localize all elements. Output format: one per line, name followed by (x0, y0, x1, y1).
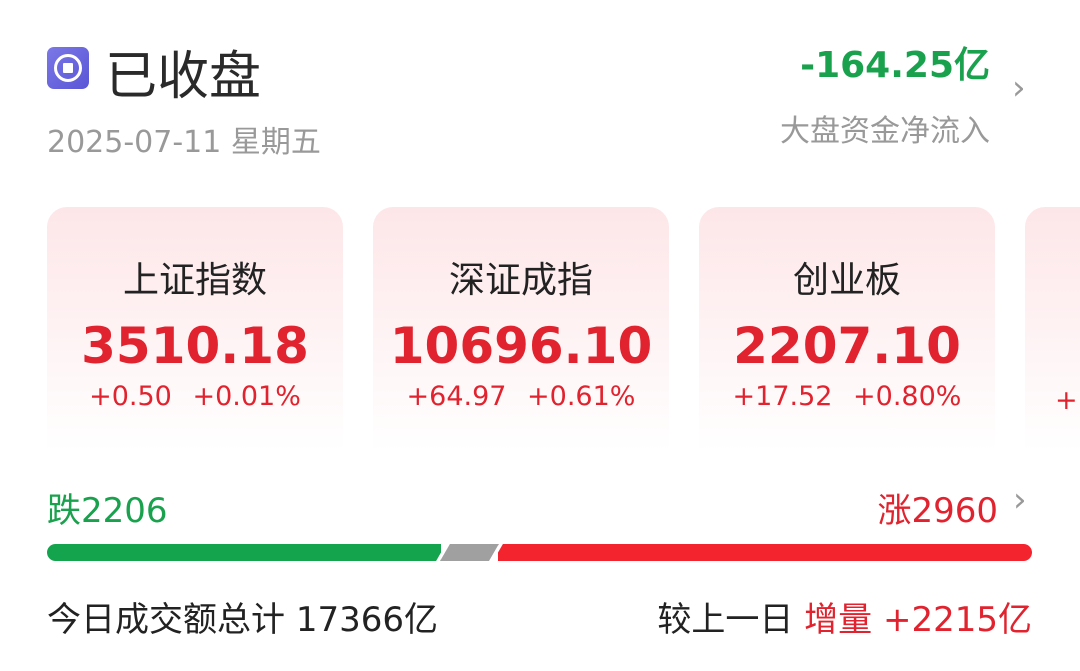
chevron-right-icon[interactable]: › (1013, 480, 1027, 520)
index-change: +64.97 (406, 381, 507, 412)
breadth-bar (47, 544, 1032, 561)
index-name: 深证成指 (448, 260, 593, 301)
market-status: 已收盘 (105, 47, 262, 107)
index-value: 2207.10 (733, 317, 961, 375)
fall-segment (47, 544, 441, 561)
index-change: + (1055, 385, 1078, 416)
net-flow-value[interactable]: -164.25亿 (800, 45, 990, 86)
market-closed-icon (47, 47, 89, 89)
index-pct: +0.80% (853, 381, 962, 412)
chevron-right-icon[interactable]: › (1012, 68, 1026, 108)
trading-date: 2025-07-11 星期五 (47, 125, 321, 160)
fall-count: 跌2206 (47, 491, 168, 531)
index-name: 上证指数 (122, 260, 267, 301)
index-change: +0.50 (89, 381, 172, 412)
index-value: 3510.18 (81, 317, 309, 375)
rise-count[interactable]: 涨2960 (877, 491, 998, 531)
index-card-sz[interactable]: 深证成指 10696.10 +64.97 +0.61% (373, 207, 669, 465)
index-pct: +0.01% (192, 381, 301, 412)
index-card-partial[interactable]: + (1025, 207, 1080, 465)
index-change: +17.52 (732, 381, 833, 412)
index-pct: +0.61% (527, 381, 636, 412)
net-flow-label[interactable]: 大盘资金净流入 (780, 114, 990, 149)
index-card-cyb[interactable]: 创业板 2207.10 +17.52 +0.80% (699, 207, 995, 465)
index-card-sh[interactable]: 上证指数 3510.18 +0.50 +0.01% (47, 207, 343, 465)
index-value: 10696.10 (389, 317, 653, 375)
rise-segment (498, 544, 1032, 561)
index-name: 创业板 (792, 260, 901, 301)
turnover-compare: 较上一日 增量 +2215亿 (657, 600, 1032, 640)
turnover-total: 今日成交额总计 17366亿 (47, 600, 438, 640)
